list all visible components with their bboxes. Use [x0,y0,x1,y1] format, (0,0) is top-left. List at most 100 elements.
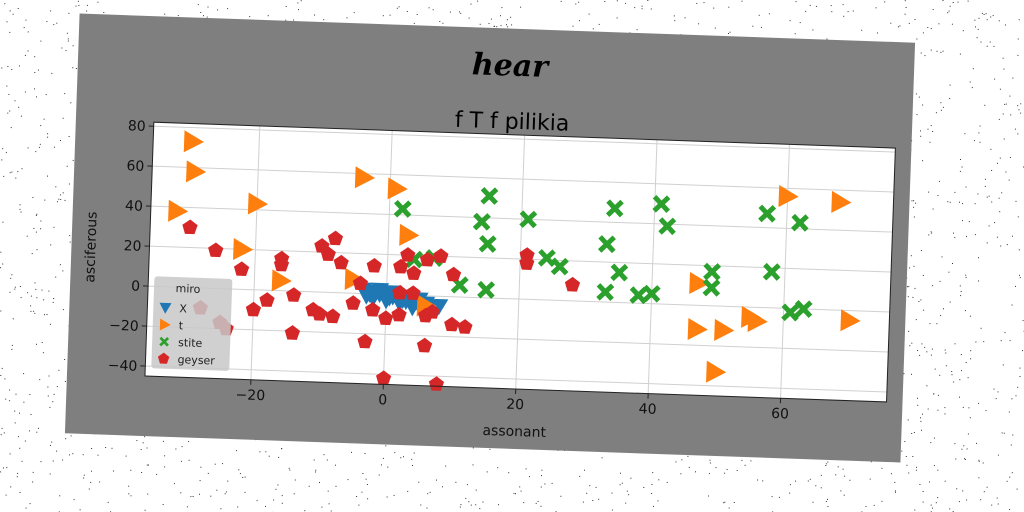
data-point [831,190,852,213]
y-gridline [150,205,893,233]
data-point [477,280,496,299]
y-tick-label: 40 [125,198,143,215]
data-point [378,310,394,326]
data-point [345,295,361,310]
data-point [325,308,341,324]
data-point [387,177,408,200]
y-axis-label: asciferous [82,211,100,283]
data-point [480,186,499,205]
data-point [550,257,569,276]
data-point [416,337,433,353]
data-point [444,316,460,332]
data-point [393,258,409,274]
legend-marker [159,302,172,314]
chart-title: f T f pilikia [454,108,569,137]
data-point [537,249,556,267]
data-point [393,199,412,218]
x-axis-label: assonant [482,423,547,441]
data-point [433,248,449,263]
data-point [208,242,224,258]
data-point [245,301,262,317]
scatter-chart: hear f T f pilikia −20 0 20 40 60 −40 −20 0 20 40… [82,47,896,441]
data-point [472,212,491,231]
data-point [457,319,473,334]
data-points [168,130,861,391]
legend-label: geyser [177,353,215,367]
legend-marker [157,352,170,364]
y-tick-label: −20 [109,318,139,335]
data-point [519,255,535,270]
data-point [311,306,328,321]
figure-canvas: hear f T f pilikia −20 0 20 40 60 −40 −20 0 20 40… [64,13,916,463]
data-point [333,254,349,270]
data-point [357,333,373,349]
y-tick-label: −40 [107,358,137,375]
x-tick-label: −20 [235,387,265,404]
data-point [424,304,440,319]
data-point [183,130,204,153]
series-stite [393,186,813,322]
data-point [747,310,768,333]
data-point [687,317,708,340]
data-point [778,185,799,208]
data-point [284,325,301,340]
gridlines [145,125,896,399]
data-point [610,263,629,282]
data-point [478,234,497,253]
legend-label: t [179,319,184,332]
data-point [652,194,671,213]
data-point [365,301,381,317]
x-tick-label: 0 [378,392,387,408]
data-point [706,360,727,383]
data-point [703,262,722,281]
data-point [762,262,781,281]
data-point [642,284,661,303]
series-t [168,130,861,383]
x-gridline [780,144,790,399]
data-point [605,199,624,218]
data-point [840,309,861,332]
legend-items: Xt stite geyser [157,302,216,367]
y-tick-label: 0 [131,279,140,295]
data-point [361,286,380,303]
data-point [658,217,677,236]
data-point [702,278,721,297]
x-gridline [647,139,658,394]
data-point [430,298,449,316]
data-point [286,287,302,302]
x-tick-label: 60 [771,406,789,423]
data-point [344,267,365,290]
data-point [182,219,198,235]
data-point [405,285,421,301]
figure-suptitle: hear [471,47,551,85]
data-point [445,266,462,282]
data-point [781,303,800,322]
y-tick-label: 20 [123,238,141,255]
data-point [714,318,735,341]
x-gridline [250,125,261,380]
y-gridline [148,285,890,313]
x-tick-label: 20 [506,397,524,414]
data-point [233,238,254,261]
legend-label: stite [178,336,203,350]
data-point [259,292,275,307]
legend-title: miro [175,282,200,296]
legend-label: X [179,302,187,315]
data-point [596,283,615,302]
data-point [273,256,290,272]
y-tick-label: 80 [128,118,146,135]
data-point [597,235,616,254]
y-tick-label: 60 [126,158,144,175]
data-point [564,276,581,292]
legend-box [151,276,233,371]
x-tick-label: 40 [638,401,656,418]
data-point [352,275,369,291]
data-point [366,257,382,273]
legend: miro Xt stite geyser [151,276,233,371]
data-point [271,269,292,292]
y-gridline [145,365,887,393]
axis-ticks: −20 0 20 40 60 −40 −20 0 20 40 60 80 [107,118,789,423]
data-point [400,247,416,262]
data-point [791,213,809,232]
y-gridline [153,125,896,153]
